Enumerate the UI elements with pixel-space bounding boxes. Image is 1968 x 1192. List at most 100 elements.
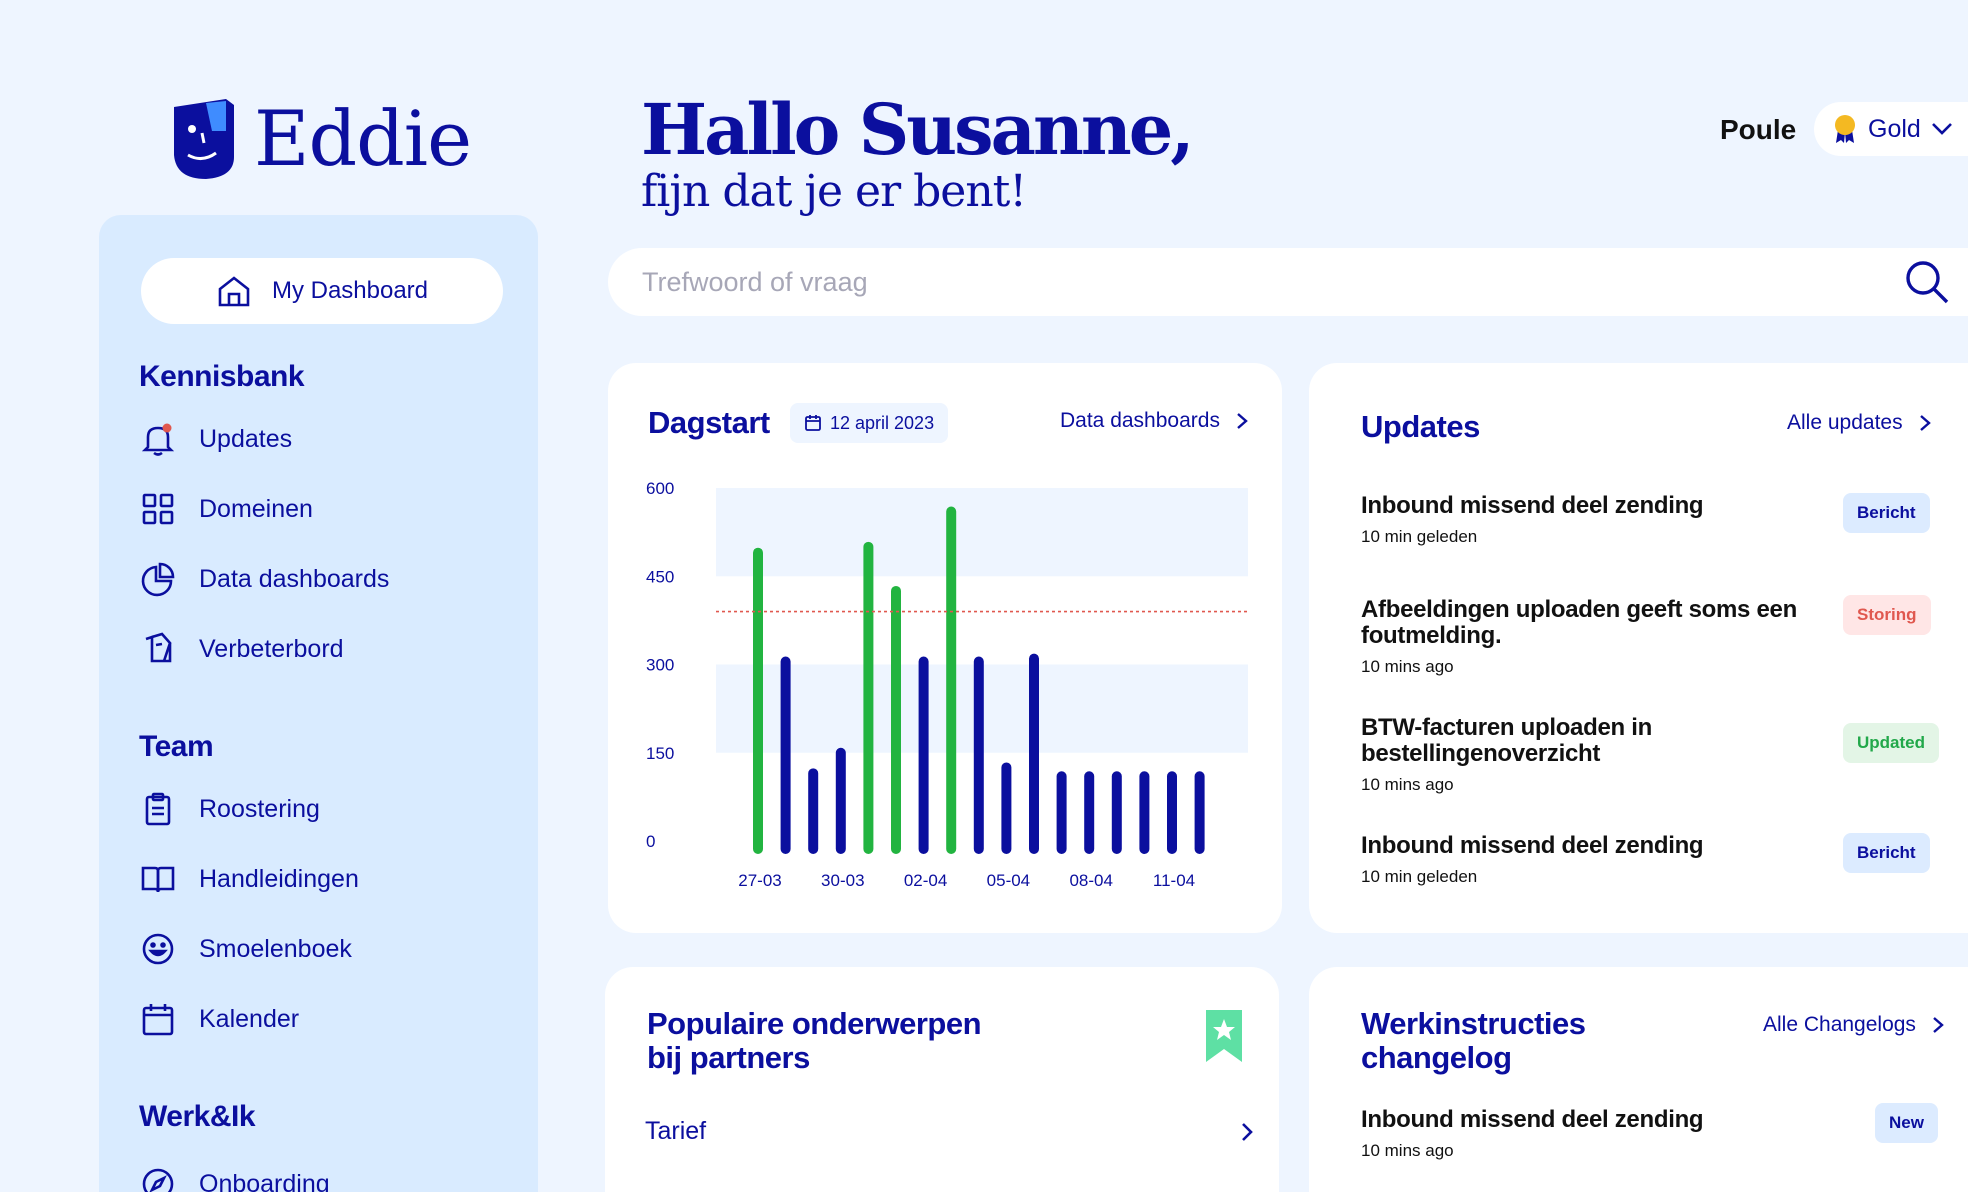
werkinstructies-card: Werkinstructies changelog Alle Changelog… bbox=[1309, 967, 1968, 1192]
clipboard-list-icon bbox=[145, 792, 171, 826]
alle-changelogs-link-label: Alle Changelogs bbox=[1763, 1013, 1916, 1036]
update-item[interactable]: Afbeeldingen uploaden geeft soms een fou… bbox=[1361, 597, 1801, 677]
updates-card: Updates Alle updates Inbound missend dee… bbox=[1309, 363, 1968, 933]
x-tick-label: 11-04 bbox=[1153, 871, 1195, 890]
dagstart-bar-chart: 600 450 300 150 0 27-03 30-03 02-04 05-04 08-04 1… bbox=[646, 479, 1248, 890]
pie-chart-icon bbox=[141, 562, 175, 597]
update-item[interactable]: BTW-facturen uploaden in bestellingenove… bbox=[1361, 715, 1781, 795]
alle-updates-link[interactable]: Alle updates bbox=[1787, 411, 1933, 435]
sidebar-item-label: Verbeterbord bbox=[199, 634, 344, 663]
bell-icon bbox=[141, 423, 175, 456]
sidebar-item-handleidingen[interactable]: Handleidingen bbox=[139, 860, 359, 898]
sidebar-item-verbeterbord[interactable]: Verbeterbord bbox=[139, 630, 344, 668]
x-tick-label: 30-03 bbox=[821, 871, 864, 890]
x-tick-label: 02-04 bbox=[904, 871, 947, 890]
y-tick-label: 150 bbox=[646, 744, 674, 763]
sidebar-item-label: Domeinen bbox=[199, 494, 313, 523]
calendar-icon bbox=[142, 1004, 174, 1036]
x-tick-label: 27-03 bbox=[738, 871, 781, 890]
data-dashboards-link-label: Data dashboards bbox=[1060, 409, 1220, 432]
status-badge: Updated bbox=[1843, 723, 1939, 763]
status-badge: Storing bbox=[1843, 595, 1931, 635]
status-badge: Bericht bbox=[1843, 833, 1930, 873]
my-dashboard-button[interactable]: My Dashboard bbox=[141, 258, 503, 324]
section-title-werk-ik: Werk&Ik bbox=[139, 1100, 256, 1133]
werkinstructies-title-line1: Werkinstructies bbox=[1361, 1006, 1586, 1041]
chevron-down-icon bbox=[1931, 123, 1952, 135]
compass-icon bbox=[142, 1168, 174, 1192]
sidebar-item-roostering[interactable]: Roostering bbox=[139, 790, 320, 828]
y-tick-label: 0 bbox=[646, 832, 655, 851]
populaire-title: Populaire onderwerpen bij partners bbox=[647, 1006, 982, 1075]
x-tick-label: 08-04 bbox=[1069, 871, 1112, 890]
update-title: Inbound missend deel zending bbox=[1361, 492, 1704, 519]
update-item[interactable]: Inbound missend deel zending 10 min gele… bbox=[1361, 833, 1961, 887]
section-title-kennisbank: Kennisbank bbox=[139, 360, 305, 393]
grid-icon bbox=[142, 493, 174, 525]
update-title: Inbound missend deel zending bbox=[1361, 832, 1704, 859]
sidebar-item-label: Updates bbox=[199, 424, 293, 453]
greeting-subtitle: fijn dat je er bent! bbox=[641, 166, 1027, 217]
status-badge: Bericht bbox=[1843, 493, 1930, 533]
chevron-right-icon bbox=[1242, 1122, 1253, 1141]
y-tick-label: 300 bbox=[646, 656, 674, 675]
poule-label: Poule bbox=[1720, 114, 1797, 145]
update-title: BTW-facturen uploaden in bestellingenove… bbox=[1361, 714, 1652, 767]
clipboard-icon bbox=[145, 632, 172, 663]
eddie-logo[interactable]: Eddie bbox=[168, 94, 472, 183]
update-time: 10 mins ago bbox=[1361, 657, 1454, 676]
poule-select[interactable]: Gold bbox=[1814, 102, 1968, 156]
chart-grid-band bbox=[716, 488, 1248, 577]
sidebar-item-domeinen[interactable]: Domeinen bbox=[139, 490, 313, 528]
brand-name: Eddie bbox=[254, 94, 472, 183]
list-item-tarief[interactable]: Tarief bbox=[645, 1117, 1255, 1146]
update-item[interactable]: Inbound missend deel zending 10 min gele… bbox=[1361, 493, 1961, 547]
sidebar-item-kalender[interactable]: Kalender bbox=[139, 1000, 299, 1038]
changelog-time: 10 mins ago bbox=[1361, 1141, 1454, 1160]
dagstart-title: Dagstart bbox=[648, 405, 770, 440]
home-icon bbox=[218, 276, 250, 307]
greeting-heading: Hallo Susanne, bbox=[641, 88, 1195, 171]
werkinstructies-title: Werkinstructies changelog bbox=[1361, 1007, 1586, 1075]
populaire-title-line2: bij partners bbox=[647, 1040, 810, 1075]
data-dashboards-link[interactable]: Data dashboards bbox=[1060, 409, 1250, 433]
chevron-right-icon bbox=[1919, 415, 1931, 431]
sidebar-item-label: Kalender bbox=[199, 1004, 300, 1033]
sidebar-item-data-dashboards[interactable]: Data dashboards bbox=[139, 560, 389, 598]
sidebar-item-label: Roostering bbox=[199, 794, 320, 823]
poule-value: Gold bbox=[1868, 114, 1921, 143]
dagstart-card: Dagstart 12 april 2023 Data dashboards 6… bbox=[608, 363, 1282, 933]
update-title: Afbeeldingen uploaden geeft soms een fou… bbox=[1361, 596, 1797, 649]
sidebar-item-updates[interactable]: Updates bbox=[139, 420, 292, 458]
update-time: 10 mins ago bbox=[1361, 775, 1454, 794]
chevron-right-icon bbox=[1237, 413, 1248, 429]
date-chip[interactable]: 12 april 2023 bbox=[790, 403, 949, 443]
changelog-item[interactable]: Inbound missend deel zending 10 mins ago bbox=[1361, 1107, 1961, 1161]
sidebar-item-label: Handleidingen bbox=[199, 864, 359, 893]
sidebar: My Dashboard Kennisbank Updates Domeinen… bbox=[99, 215, 538, 1192]
my-dashboard-label: My Dashboard bbox=[271, 277, 429, 304]
y-tick-label: 450 bbox=[646, 567, 674, 586]
chevron-right-icon bbox=[1933, 1017, 1944, 1033]
sidebar-item-smoelenboek[interactable]: Smoelenboek bbox=[139, 930, 352, 968]
y-tick-label: 600 bbox=[646, 479, 674, 498]
populaire-onderwerpen-card: Populaire onderwerpen bij partners Tarie… bbox=[605, 967, 1279, 1192]
sidebar-item-label: Onboarding bbox=[199, 1169, 330, 1192]
sidebar-item-label: Data dashboards bbox=[199, 564, 390, 593]
book-icon bbox=[141, 866, 175, 893]
smiley-icon bbox=[142, 933, 174, 965]
sidebar-item-onboarding[interactable]: Onboarding bbox=[139, 1165, 330, 1192]
calendar-icon bbox=[805, 415, 821, 431]
bookmark-star-icon[interactable] bbox=[1203, 1007, 1245, 1065]
search-icon[interactable] bbox=[1904, 259, 1950, 305]
search-input[interactable]: Trefwoord of vraag bbox=[608, 248, 1968, 316]
list-item-label: Tarief bbox=[645, 1117, 707, 1145]
eddie-logo-icon bbox=[174, 98, 234, 179]
populaire-title-line1: Populaire onderwerpen bbox=[647, 1006, 982, 1041]
alle-changelogs-link[interactable]: Alle Changelogs bbox=[1763, 1013, 1946, 1037]
werkinstructies-title-line2: changelog bbox=[1361, 1040, 1512, 1075]
status-badge: New bbox=[1875, 1103, 1938, 1143]
dagstart-date: 12 april 2023 bbox=[830, 412, 935, 433]
updates-title: Updates bbox=[1361, 409, 1480, 444]
medal-icon bbox=[1835, 115, 1855, 143]
